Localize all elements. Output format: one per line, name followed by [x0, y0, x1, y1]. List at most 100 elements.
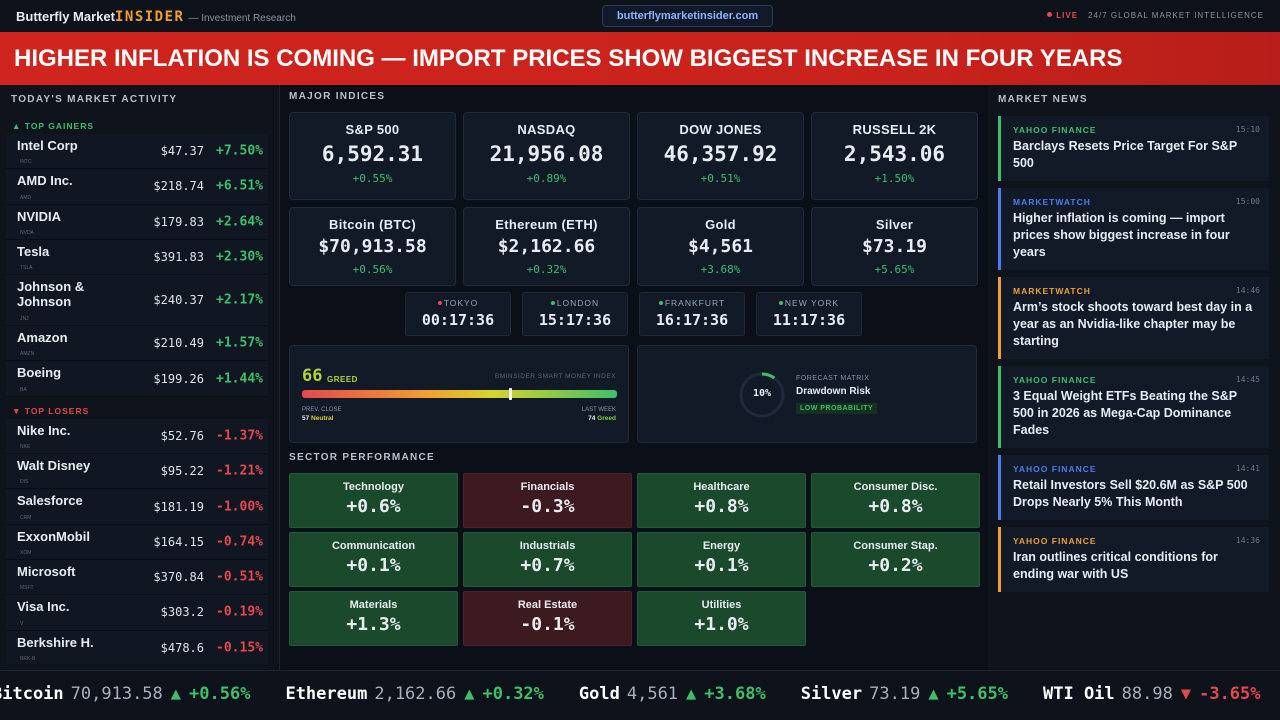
index-change: +0.89% [526, 172, 567, 185]
sector-tile[interactable]: Industrials +0.7% [463, 532, 632, 587]
index-change: +0.32% [526, 263, 567, 276]
stock-name: Salesforce [17, 493, 83, 509]
stock-row[interactable]: NVIDIA NVDA $179.83 +2.64% [6, 204, 268, 240]
sector-change: +0.6% [346, 496, 401, 517]
stock-name: Nike Inc. [17, 422, 71, 438]
sector-tile[interactable]: Consumer Stap. +0.2% [811, 532, 980, 587]
news-item[interactable]: YAHOO FINANCE 14:41 Retail Investors Sell … [998, 455, 1269, 520]
ticker-arrow: ▼ [1180, 684, 1192, 704]
stock-change: +7.50% [216, 143, 263, 159]
stock-name: Tesla [17, 243, 50, 259]
stock-row[interactable]: Visa Inc. V $303.2 -0.19% [6, 595, 268, 631]
index-card[interactable]: NASDAQ 21,956.08 +0.89% [463, 112, 630, 200]
clock-time: 00:17:36 [421, 311, 495, 329]
stock-row[interactable]: Amazon AMZN $210.49 +1.57% [6, 326, 268, 362]
index-card[interactable]: RUSSELL 2K 2,543.06 +1.50% [811, 112, 978, 200]
stock-change: -1.37% [216, 428, 263, 444]
ticker-change: +0.32% [482, 684, 544, 704]
brand-name: Butterfly Market [16, 9, 115, 24]
breaking-banner[interactable]: HIGHER INFLATION IS COMING — IMPORT PRIC… [0, 32, 1280, 85]
index-change: +0.55% [352, 172, 393, 185]
ticker-price: 70,913.58 [70, 684, 163, 704]
stock-row[interactable]: AMD Inc. AMD $218.74 +6.51% [6, 169, 268, 205]
week-label: LAST WEEK [581, 407, 616, 413]
stock-price: $179.83 [153, 214, 204, 229]
sector-tile[interactable]: Real Estate -0.1% [463, 591, 632, 646]
sector-tile[interactable]: Energy +0.1% [637, 532, 806, 587]
stock-row[interactable]: Walt Disney DIS $95.22 -1.21% [6, 454, 268, 490]
index-change: +0.51% [700, 172, 741, 185]
stock-row[interactable]: Johnson & Johnson JNJ $240.37 +2.17% [6, 275, 268, 327]
panel-title: SECTOR PERFORMANCE [289, 452, 436, 463]
stock-row[interactable]: Nike Inc. NKE $52.76 -1.37% [6, 418, 268, 455]
index-change: +5.65% [874, 263, 915, 276]
ticker-arrow: ▲ [170, 684, 182, 704]
stock-row[interactable]: Salesforce CRM $181.19 -1.00% [6, 489, 268, 525]
live-status: LIVE 24/7 GLOBAL MARKET INTELLIGENCE [1047, 11, 1264, 20]
news-item[interactable]: YAHOO FINANCE 14:36 Iran outlines critical… [998, 527, 1269, 592]
gauge-bar [302, 388, 617, 400]
index-name: BMINSIDER SMART MONEY INDEX [494, 373, 616, 380]
stock-price: $240.37 [153, 293, 204, 308]
stock-name: Amazon [17, 330, 68, 346]
banner-headline: HIGHER INFLATION IS COMING — IMPORT PRIC… [14, 45, 1123, 72]
header: Butterfly MarketINSIDER — Investment Rese… [0, 0, 1280, 32]
brand[interactable]: Butterfly MarketINSIDER — Investment Rese… [16, 9, 296, 25]
stock-ticker: JNJ [20, 316, 29, 323]
stock-row[interactable]: Tesla TSLA $391.83 +2.30% [6, 239, 268, 276]
stock-change: -0.74% [216, 534, 263, 550]
index-card[interactable]: Silver $73.19 +5.65% [811, 207, 978, 286]
news-item[interactable]: YAHOO FINANCE 14:45 3 Equal Weight ETFs Be… [998, 366, 1269, 448]
index-card[interactable]: DOW JONES 46,357.92 +0.51% [637, 112, 804, 200]
news-source: YAHOO FINANCE [1013, 464, 1097, 474]
stock-ticker: AMD [20, 194, 32, 201]
stock-row[interactable]: ExxonMobil XOM $164.15 -0.74% [6, 524, 268, 560]
sector-change: +0.8% [694, 496, 749, 517]
index-card[interactable]: Ethereum (ETH) $2,162.66 +0.32% [463, 207, 630, 286]
news-headline: Higher inflation is coming — import pric… [1013, 211, 1230, 259]
news-headline: Barclays Resets Price Target For S&P 500 [1013, 139, 1237, 170]
site-url[interactable]: butterflymarketinsider.com [602, 5, 773, 27]
stock-name: Berkshire H. [17, 634, 94, 650]
sector-tile[interactable]: Materials +1.3% [289, 591, 458, 646]
sector-tile[interactable]: Financials -0.3% [463, 473, 632, 528]
stock-name: AMD Inc. [17, 173, 73, 189]
ticker-arrow: ▲ [464, 684, 475, 704]
news-time: 15:00 [1235, 197, 1260, 206]
stock-change: +2.30% [216, 249, 263, 265]
stock-price: $164.15 [153, 534, 204, 549]
forecast-badge: LOW PROBABILITY [796, 403, 878, 414]
stock-row[interactable]: Boeing BA $199.26 +1.44% [6, 361, 268, 397]
index-card[interactable]: Gold $4,561 +3.68% [637, 207, 804, 286]
sector-change: +1.0% [694, 614, 749, 635]
panel-title: MARKET NEWS [998, 94, 1088, 105]
news-item[interactable]: MARKETWATCH 15:00 Higher inflation is comi… [998, 188, 1269, 270]
sector-tile[interactable]: Utilities +1.0% [637, 591, 806, 646]
news-item[interactable]: MARKETWATCH 14:46 Arm’s stock shoots towar… [998, 277, 1269, 359]
ticker-item: Ethereum 2,162.66 ▲ +0.32% [285, 684, 543, 704]
market-activity: TODAY'S MARKET ACTIVITY ▲ TOP GAINERS Int… [0, 85, 280, 670]
ticker-price: 88.98 [1121, 684, 1173, 704]
ticker-arrow: ▲ [686, 684, 697, 704]
ticker-item: Gold 4,561 ▲ +3.68% [579, 684, 766, 704]
ticker-item: WTI Oil 88.98 ▼ -3.65% [1043, 684, 1261, 704]
sector-name: Financials [520, 481, 575, 493]
sector-tile[interactable]: Healthcare +0.8% [637, 473, 806, 528]
sector-name: Consumer Disc. [853, 481, 938, 493]
prev-label: PREV. CLOSE [302, 407, 342, 413]
index-card[interactable]: Bitcoin (BTC) $70,913.58 +0.56% [289, 207, 456, 286]
index-card[interactable]: S&P 500 6,592.31 +0.55% [289, 112, 456, 200]
news-item[interactable]: YAHOO FINANCE 15:10 Barclays Resets Price … [998, 116, 1269, 181]
stock-name: Visa Inc. [17, 599, 70, 615]
stock-ticker: V [20, 620, 24, 627]
stock-row[interactable]: Intel Corp INTC $47.37 +7.50% [6, 134, 268, 170]
stock-row[interactable]: Microsoft MSFT $370.84 -0.51% [6, 559, 268, 596]
sector-tile[interactable]: Technology +0.6% [289, 473, 458, 528]
news-headline: Iran outlines critical conditions for en… [1013, 550, 1218, 581]
stock-price: $478.6 [160, 640, 204, 655]
news-time: 14:45 [1235, 375, 1260, 384]
stock-row[interactable]: Berkshire H. BRK-B $478.6 -0.15% [6, 630, 268, 666]
sector-tile[interactable]: Consumer Disc. +0.8% [811, 473, 980, 528]
live-label: LIVE [1047, 11, 1078, 20]
sector-tile[interactable]: Communication +0.1% [289, 532, 458, 587]
